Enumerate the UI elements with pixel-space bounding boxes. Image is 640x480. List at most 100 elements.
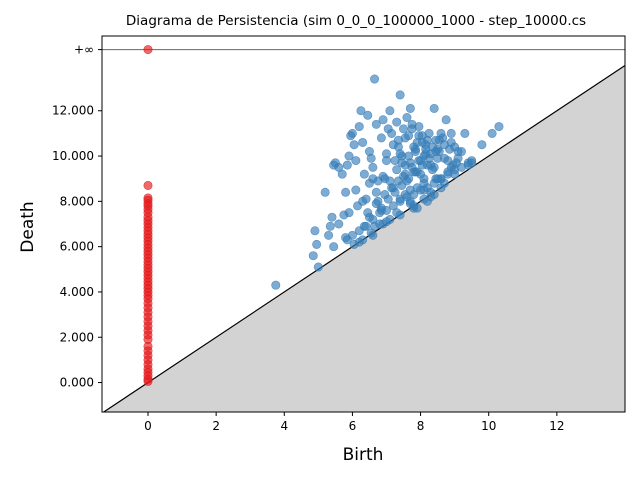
series-1-point bbox=[356, 106, 366, 116]
series-1-point bbox=[395, 196, 405, 206]
series-1-point bbox=[310, 226, 320, 236]
y-tick-label: 0.000 bbox=[60, 376, 94, 390]
series-1-point bbox=[320, 187, 330, 197]
series-0-point bbox=[143, 45, 153, 55]
series-1-point bbox=[429, 103, 439, 113]
series-0-point bbox=[143, 180, 153, 190]
x-tick-label: 4 bbox=[280, 419, 288, 433]
series-1-point bbox=[376, 133, 386, 143]
series-1-point bbox=[368, 230, 378, 240]
x-tick-label: 10 bbox=[481, 419, 496, 433]
series-1-point bbox=[400, 169, 410, 179]
series-1-point bbox=[397, 158, 407, 168]
series-1-point bbox=[324, 230, 334, 240]
x-tick-label: 12 bbox=[549, 419, 564, 433]
series-1-point bbox=[412, 183, 422, 193]
below-diagonal-region bbox=[102, 65, 625, 412]
series-1-point bbox=[381, 156, 391, 166]
series-1-point bbox=[392, 165, 402, 175]
series-1-point bbox=[325, 221, 335, 231]
series-1-point bbox=[363, 110, 373, 120]
y-tick-label: 10.000 bbox=[52, 149, 94, 163]
series-1-point bbox=[451, 158, 461, 168]
series-1-point bbox=[313, 262, 323, 272]
series-1-point bbox=[407, 124, 417, 134]
series-1-point bbox=[358, 137, 368, 147]
series-1-point bbox=[334, 219, 344, 229]
series-1-point bbox=[344, 151, 354, 161]
y-tick-label: 4.000 bbox=[60, 285, 94, 299]
series-1-point bbox=[392, 117, 402, 127]
chart-title: Diagrama de Persistencia (sim 0_0_0_1000… bbox=[126, 13, 586, 29]
series-1-point bbox=[404, 151, 414, 161]
series-1-point bbox=[351, 185, 361, 195]
series-1-point bbox=[400, 133, 410, 143]
x-tick-label: 0 bbox=[144, 419, 152, 433]
series-1-point bbox=[359, 221, 369, 231]
series-1-point bbox=[410, 144, 420, 154]
series-1-point bbox=[366, 153, 376, 163]
series-1-point bbox=[427, 142, 437, 152]
series-1-point bbox=[393, 176, 403, 186]
series-1-point bbox=[402, 113, 412, 123]
series-1-point bbox=[351, 156, 361, 166]
series-1-point bbox=[358, 196, 368, 206]
series-1-point bbox=[308, 251, 318, 261]
series-1-point bbox=[363, 208, 373, 218]
series-1-point bbox=[376, 205, 386, 215]
x-tick-label: 8 bbox=[417, 419, 425, 433]
series-1-point bbox=[477, 140, 487, 150]
axes-layer: 0 2 4 6 8 10 12 0.000 2.000 4.000 6.000 8.000 10.000… bbox=[52, 35, 626, 433]
series-1-point bbox=[368, 162, 378, 172]
series-1-point bbox=[431, 174, 441, 184]
series-1-point bbox=[429, 162, 439, 172]
plot-frame bbox=[101, 35, 626, 413]
y-tick-label: 12.000 bbox=[52, 104, 94, 118]
series-1-point bbox=[312, 239, 322, 249]
series-1-point bbox=[487, 128, 497, 138]
x-tick-label: 6 bbox=[349, 419, 357, 433]
series-1-point bbox=[441, 115, 451, 125]
series-1-point bbox=[341, 187, 351, 197]
series-1-point bbox=[385, 106, 395, 116]
series-1-point bbox=[349, 140, 359, 150]
series-1-point bbox=[446, 137, 456, 147]
series-1-point bbox=[385, 214, 395, 224]
series-1-point bbox=[347, 128, 357, 138]
series-1-point bbox=[364, 178, 374, 188]
series-1-point bbox=[426, 192, 436, 202]
series-1-point bbox=[434, 135, 444, 145]
series-1-point bbox=[349, 239, 359, 249]
series-1-point bbox=[414, 156, 424, 166]
series-1-point bbox=[342, 235, 352, 245]
series-1-point bbox=[409, 201, 419, 211]
series-1-point bbox=[395, 210, 405, 220]
series-1-point bbox=[342, 160, 352, 170]
y-axis-label: Death bbox=[18, 201, 38, 252]
series-1-point bbox=[327, 212, 337, 222]
series-1-point bbox=[494, 122, 504, 132]
series-1-point bbox=[354, 122, 364, 132]
y-tick-label: 6.000 bbox=[60, 240, 94, 254]
series-1-point bbox=[443, 167, 453, 177]
series-1-point bbox=[439, 178, 449, 188]
y-tick-label-infinity: +∞ bbox=[74, 43, 94, 57]
series-1-point bbox=[378, 115, 388, 125]
series-1-point bbox=[337, 169, 347, 179]
series-1-point bbox=[460, 128, 470, 138]
series-1-point bbox=[417, 137, 427, 147]
points-layer bbox=[143, 45, 504, 386]
series-1-point bbox=[387, 128, 397, 138]
series-1-point bbox=[421, 149, 431, 159]
series-1-point bbox=[329, 242, 339, 252]
series-1-point bbox=[393, 142, 403, 152]
series-1-point bbox=[371, 199, 381, 209]
series-1-point bbox=[380, 190, 390, 200]
series-1-point bbox=[439, 153, 449, 163]
series-1-point bbox=[405, 103, 415, 113]
series-1-point bbox=[271, 280, 281, 290]
series-1-point bbox=[344, 208, 354, 218]
series-1-point bbox=[359, 169, 369, 179]
